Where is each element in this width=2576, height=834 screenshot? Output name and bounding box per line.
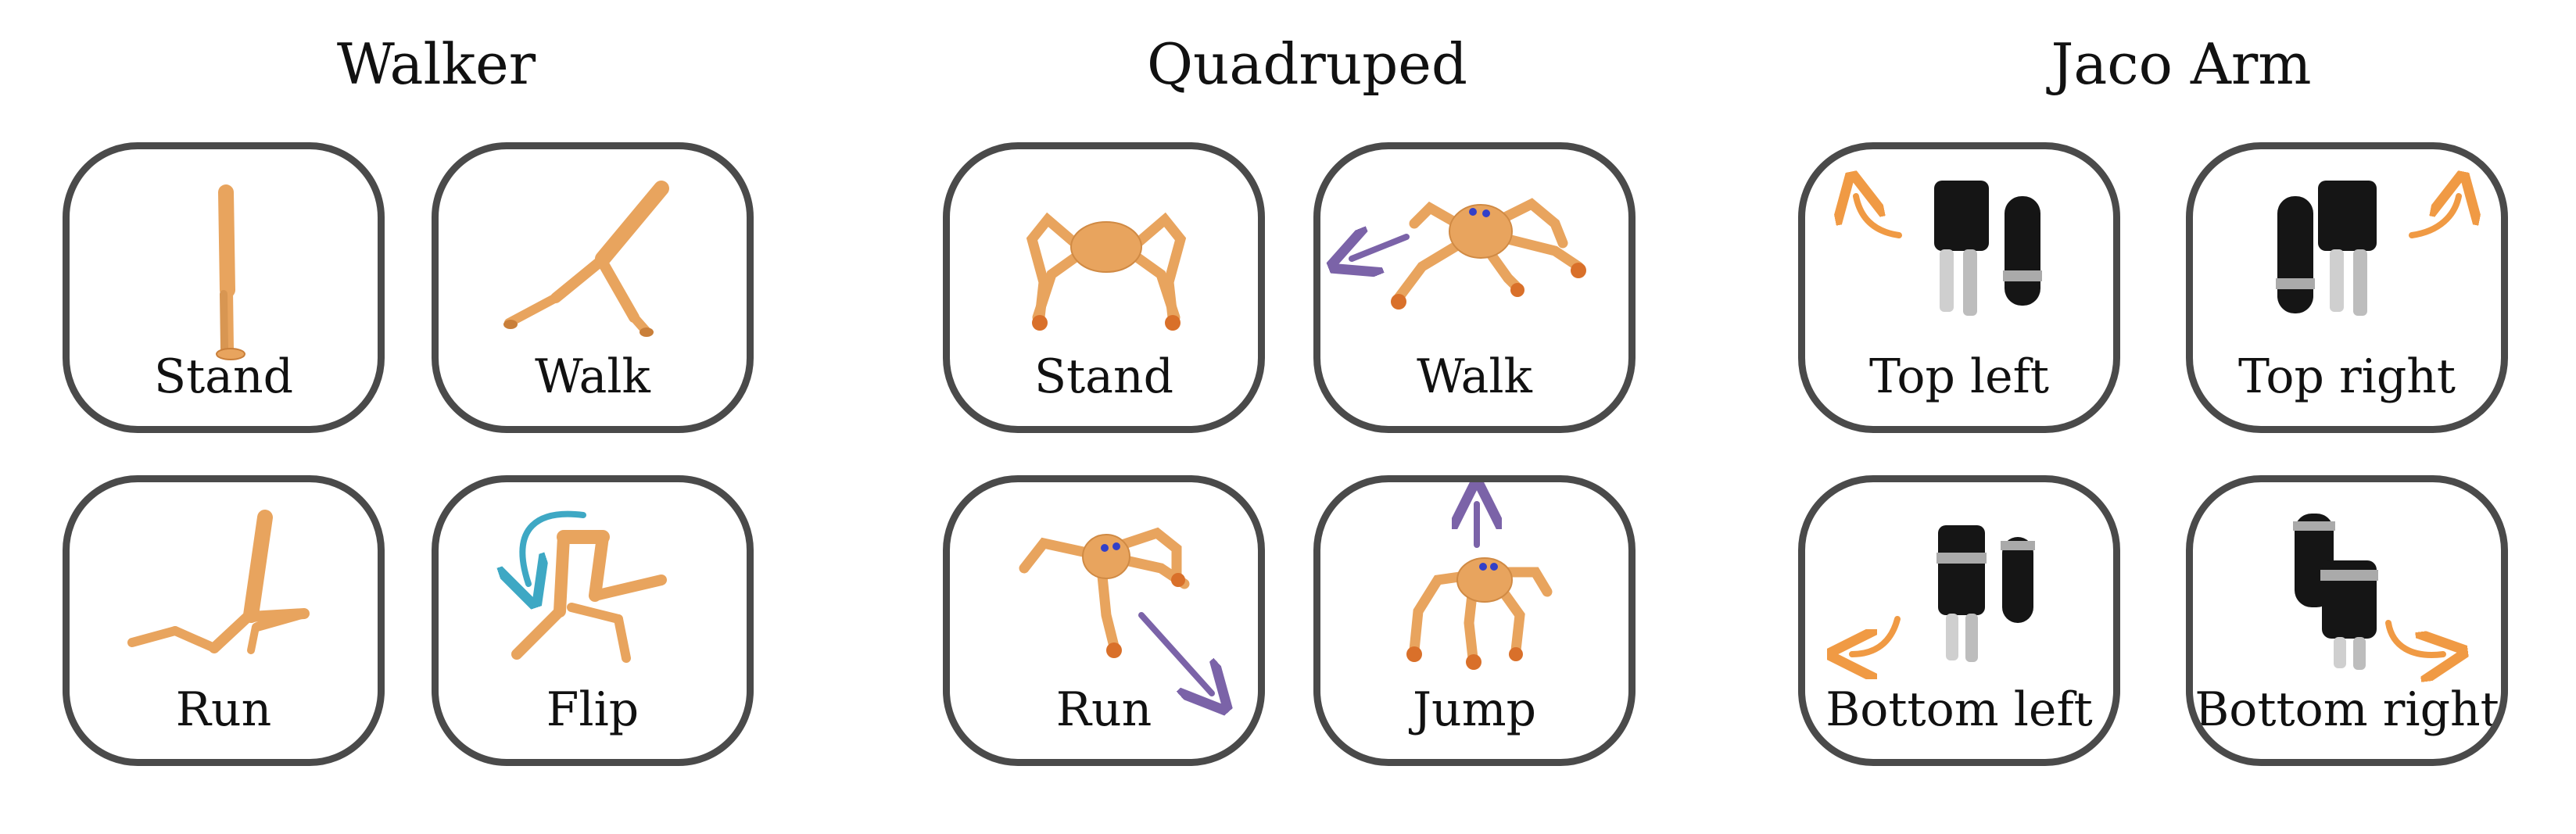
walker-flip-tile: Flip (432, 475, 754, 766)
task-label: Stand (153, 349, 294, 404)
jaco-bottom-right-tile: Bottom right (2186, 475, 2508, 766)
walker-walk-tile: Walk (432, 142, 754, 433)
walker-robot-icon (503, 181, 669, 337)
task-label: Walk (535, 349, 650, 404)
walker-run-tile: Run (63, 475, 385, 766)
jaco-arm-icon (2293, 514, 2501, 759)
quadruped-walk-tile: Walk (1313, 142, 1636, 433)
jaco-arm-icon (1805, 149, 2042, 316)
task-label: Flip (546, 682, 640, 737)
quadruped-robot-icon (1019, 527, 1258, 759)
walker-robot-icon (439, 510, 667, 663)
task-label: Bottom left (1825, 682, 2093, 737)
task-label: Jump (1413, 682, 1536, 737)
task-label: Run (175, 682, 272, 737)
walker-robot-icon (127, 510, 310, 654)
jaco-arm-title: Jaco Arm (2051, 31, 2312, 97)
jaco-arm-icon (2276, 149, 2501, 316)
jaco-arm-icon (1805, 525, 2035, 759)
quadruped-robot-icon (1320, 198, 1586, 310)
direction-arrow-icon (1352, 237, 1410, 259)
walker-title: Walker (336, 31, 536, 97)
task-label: Stand (1034, 349, 1174, 404)
task-label: Bottom right (2194, 682, 2499, 737)
quadruped-jump-tile: Jump (1313, 475, 1636, 766)
task-label: Top right (2238, 349, 2456, 404)
direction-arrow-icon (2409, 196, 2459, 238)
task-label: Walk (1417, 349, 1532, 404)
jaco-top-right-tile: Top right (2186, 142, 2508, 433)
task-label: Top left (1869, 349, 2049, 404)
direction-arrow-icon (1852, 616, 1901, 654)
walker-stand-tile: Stand (63, 142, 385, 433)
task-label: Run (1055, 682, 1152, 737)
quadruped-robot-icon (1406, 482, 1553, 670)
direction-arrow-icon (1138, 612, 1212, 693)
walker-robot-icon (216, 184, 245, 360)
direction-arrow-icon (2385, 620, 2443, 655)
quadruped-run-tile: Run (943, 475, 1265, 766)
quadruped-title: Quadruped (1147, 31, 1467, 97)
direction-arrow-icon (522, 510, 586, 584)
quadruped-stand-tile: Stand (943, 142, 1265, 433)
jaco-top-left-tile: Top left (1798, 142, 2120, 433)
direction-arrow-icon (1856, 196, 1902, 238)
jaco-bottom-left-tile: Bottom left (1798, 475, 2120, 766)
quadruped-robot-icon (1026, 212, 1187, 331)
